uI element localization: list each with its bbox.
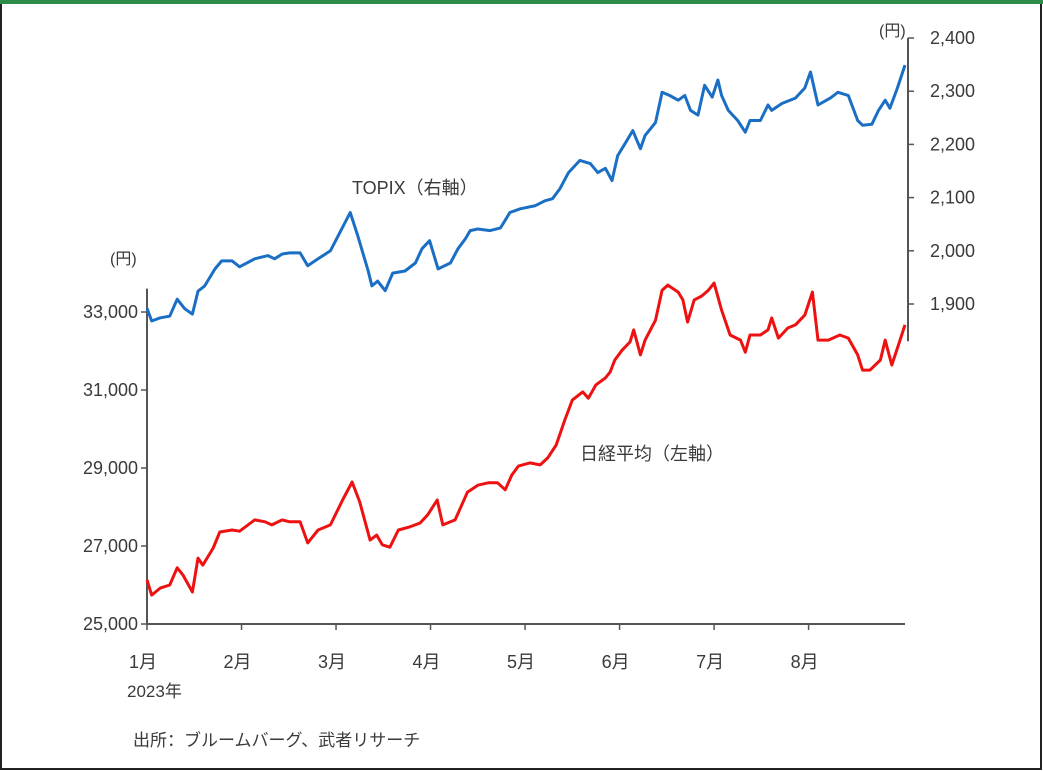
series-line-topix	[145, 64, 907, 323]
left-y-tick-label: 33,000	[83, 302, 138, 322]
x-tick-label: 4月	[413, 652, 441, 672]
nikkei-label: 日経平均（左軸）	[580, 444, 724, 464]
x-tick-label: 2月	[224, 652, 252, 672]
left-y-tick-label: 31,000	[83, 380, 138, 400]
x-tick-label: 6月	[602, 652, 630, 672]
x-tick-label: 3月	[318, 652, 346, 672]
right-y-tick-label: 2,100	[930, 188, 975, 208]
left-y-tick-label: 29,000	[83, 458, 138, 478]
left-axis-unit: (円)	[110, 251, 137, 268]
right-y-tick-label: 1,900	[930, 294, 975, 314]
right-y-tick-label: 2,200	[930, 134, 975, 154]
topix-label: TOPIX（右軸）	[352, 178, 478, 198]
x-tick-label: 5月	[507, 652, 535, 672]
right-y-tick-label: 2,300	[930, 81, 975, 101]
source-note: 出所：ブルームバーグ、武者リサーチ	[133, 730, 420, 750]
right-axis-unit: (円)	[879, 23, 906, 40]
frame-top-bar	[0, 0, 1043, 4]
x-tick-label: 8月	[791, 652, 819, 672]
x-tick-label: 7月	[696, 652, 724, 672]
right-y-tick-label: 2,400	[930, 28, 975, 48]
year-label: 2023年	[127, 682, 182, 701]
left-y-tick-label: 27,000	[83, 536, 138, 556]
x-tick-label: 1月	[129, 652, 157, 672]
series-line-nikkei	[145, 281, 907, 597]
right-y-tick-label: 2,000	[930, 241, 975, 261]
left-y-tick-label: 25,000	[83, 614, 138, 634]
